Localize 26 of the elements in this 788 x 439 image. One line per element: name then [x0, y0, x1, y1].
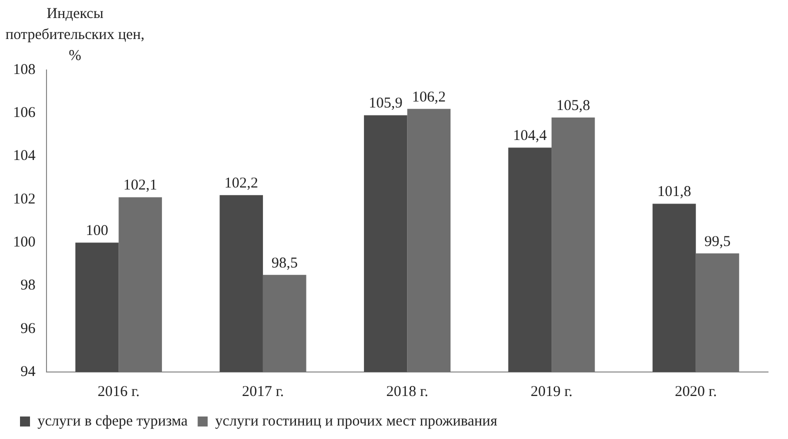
data-label: 98,5 [271, 255, 298, 272]
y-tick-label: 106 [13, 105, 36, 122]
data-label: 105,9 [368, 96, 402, 112]
x-tick-label: 2019 г. [530, 384, 573, 400]
data-label: 99,5 [704, 234, 731, 250]
data-label: 101,8 [657, 184, 692, 200]
x-tick-label: 2020 г. [674, 384, 717, 400]
y-tick-label: 94 [20, 364, 36, 380]
y-tick-label: 100 [13, 234, 36, 251]
y-tick-label: 96 [20, 320, 36, 337]
x-tick-label: 2016 г. [98, 384, 140, 400]
data-label: 104,4 [513, 128, 548, 144]
y-axis-title: Индексы потребительских цен, % [5, 6, 145, 64]
y-tick-label: 98 [20, 278, 36, 294]
data-label: 102,1 [123, 178, 158, 194]
y-tick-label: 104 [13, 148, 36, 164]
data-label: 102,2 [224, 176, 258, 192]
y-tick-label: 108 [13, 62, 36, 78]
data-label: 100 [86, 223, 108, 240]
data-label: 106,2 [412, 89, 446, 106]
x-tick-label: 2017 г. [242, 384, 284, 400]
data-label: 105,8 [556, 98, 590, 114]
legend-label: услуги гостиниц и прочих мест проживания [215, 413, 498, 430]
legend-label: услуги в сфере туризма [38, 413, 188, 430]
y-tick-label: 102 [13, 191, 36, 208]
x-tick-label: 2018 г. [386, 384, 428, 400]
